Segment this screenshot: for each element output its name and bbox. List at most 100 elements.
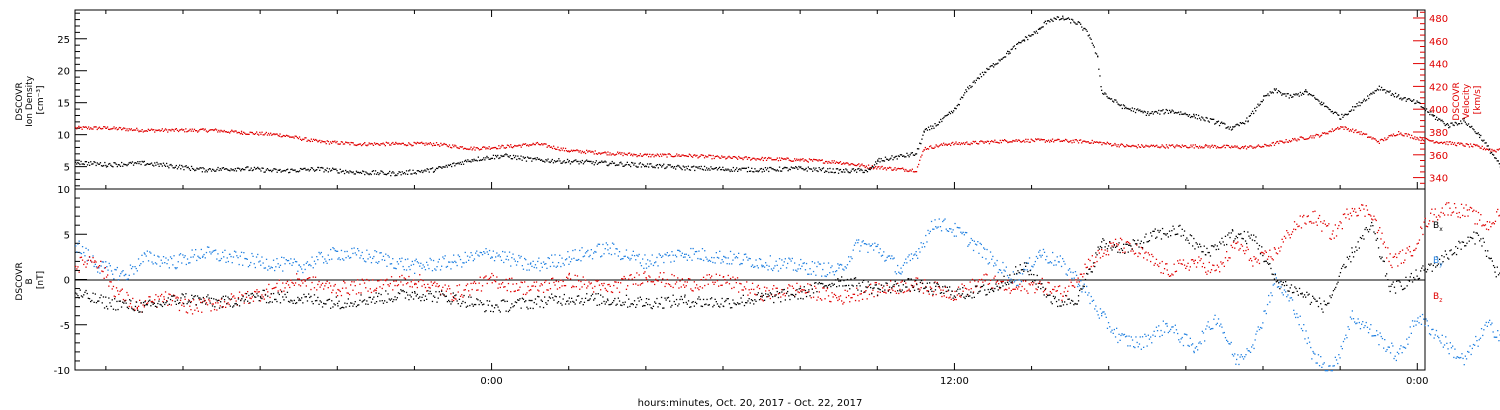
data-point xyxy=(1088,142,1090,144)
data-point xyxy=(712,261,714,264)
data-point xyxy=(307,168,309,170)
data-point xyxy=(1207,321,1209,323)
data-point xyxy=(1377,334,1379,336)
data-point xyxy=(246,166,248,168)
data-point xyxy=(186,258,189,260)
data-point xyxy=(1054,259,1056,262)
data-point xyxy=(1263,95,1265,97)
data-point xyxy=(1475,132,1477,134)
data-point xyxy=(1418,101,1420,104)
data-point xyxy=(1422,139,1424,141)
data-point xyxy=(1039,28,1041,30)
data-point xyxy=(1282,294,1284,296)
data-point xyxy=(1057,138,1059,140)
data-point xyxy=(945,143,947,145)
data-point xyxy=(605,152,607,154)
data-point xyxy=(964,143,966,145)
data-point xyxy=(1150,336,1152,338)
data-point xyxy=(1300,94,1303,96)
data-point xyxy=(125,273,127,275)
data-point xyxy=(920,242,922,244)
data-point xyxy=(338,172,340,174)
data-point xyxy=(1232,355,1235,357)
data-point xyxy=(1420,106,1422,108)
data-point xyxy=(567,161,570,163)
data-point xyxy=(544,263,546,265)
data-point xyxy=(1188,147,1190,149)
data-point xyxy=(1166,146,1168,148)
data-point xyxy=(1482,148,1484,151)
data-point xyxy=(1463,118,1465,120)
data-point xyxy=(81,163,83,165)
data-point xyxy=(240,170,242,172)
data-point xyxy=(550,160,552,162)
data-point xyxy=(150,162,153,164)
data-point xyxy=(1071,18,1073,20)
data-point xyxy=(1388,91,1390,93)
data-point xyxy=(1314,135,1316,137)
data-point xyxy=(180,129,182,131)
data-point xyxy=(594,250,596,253)
data-point xyxy=(1227,126,1229,128)
data-point xyxy=(249,169,251,171)
data-point xyxy=(960,142,963,144)
data-point xyxy=(885,259,887,261)
data-point xyxy=(381,143,383,145)
data-point xyxy=(711,256,713,259)
data-point xyxy=(1344,338,1346,340)
data-point xyxy=(170,163,172,166)
data-point xyxy=(404,258,407,261)
data-point xyxy=(248,133,250,135)
data-point xyxy=(1150,144,1152,146)
data-point xyxy=(1141,110,1143,112)
data-point xyxy=(1347,326,1349,328)
data-point xyxy=(1443,141,1445,144)
data-point xyxy=(1156,330,1159,332)
data-point xyxy=(714,167,716,169)
data-point xyxy=(913,254,915,256)
data-point xyxy=(520,146,522,148)
data-point xyxy=(1407,98,1409,100)
data-point xyxy=(158,256,160,258)
data-point xyxy=(78,240,80,242)
data-point xyxy=(1156,144,1158,146)
data-point xyxy=(1013,140,1015,142)
data-point xyxy=(780,267,782,270)
velocity-tick-label: 480 xyxy=(1429,14,1448,25)
data-point xyxy=(1446,342,1448,344)
data-point xyxy=(497,148,499,150)
data-point xyxy=(1492,150,1494,152)
data-point xyxy=(303,167,305,170)
data-point xyxy=(1482,334,1484,337)
data-point xyxy=(1130,146,1132,148)
data-point xyxy=(1157,112,1159,114)
data-point xyxy=(283,135,285,137)
data-point xyxy=(454,144,456,146)
data-point xyxy=(527,263,529,265)
data-point xyxy=(790,160,792,162)
data-point xyxy=(305,169,307,171)
data-point xyxy=(1454,348,1456,350)
data-point xyxy=(1199,145,1201,147)
data-point xyxy=(716,169,719,171)
data-point xyxy=(673,166,676,168)
data-point xyxy=(175,268,177,270)
data-point xyxy=(872,166,875,168)
data-point xyxy=(258,134,260,136)
data-point xyxy=(651,154,653,156)
data-point xyxy=(437,261,439,263)
data-point xyxy=(1055,264,1057,266)
data-point xyxy=(988,262,991,264)
data-point xyxy=(1070,140,1072,142)
b-field-series xyxy=(75,202,1500,372)
data-point xyxy=(1307,138,1309,140)
data-point xyxy=(478,255,480,257)
data-point xyxy=(964,231,967,234)
data-point xyxy=(112,127,114,130)
data-point xyxy=(822,268,824,271)
data-point xyxy=(1484,324,1486,326)
data-point xyxy=(807,166,809,168)
data-point xyxy=(1343,114,1345,117)
data-point xyxy=(1201,116,1203,118)
data-point xyxy=(387,254,389,257)
